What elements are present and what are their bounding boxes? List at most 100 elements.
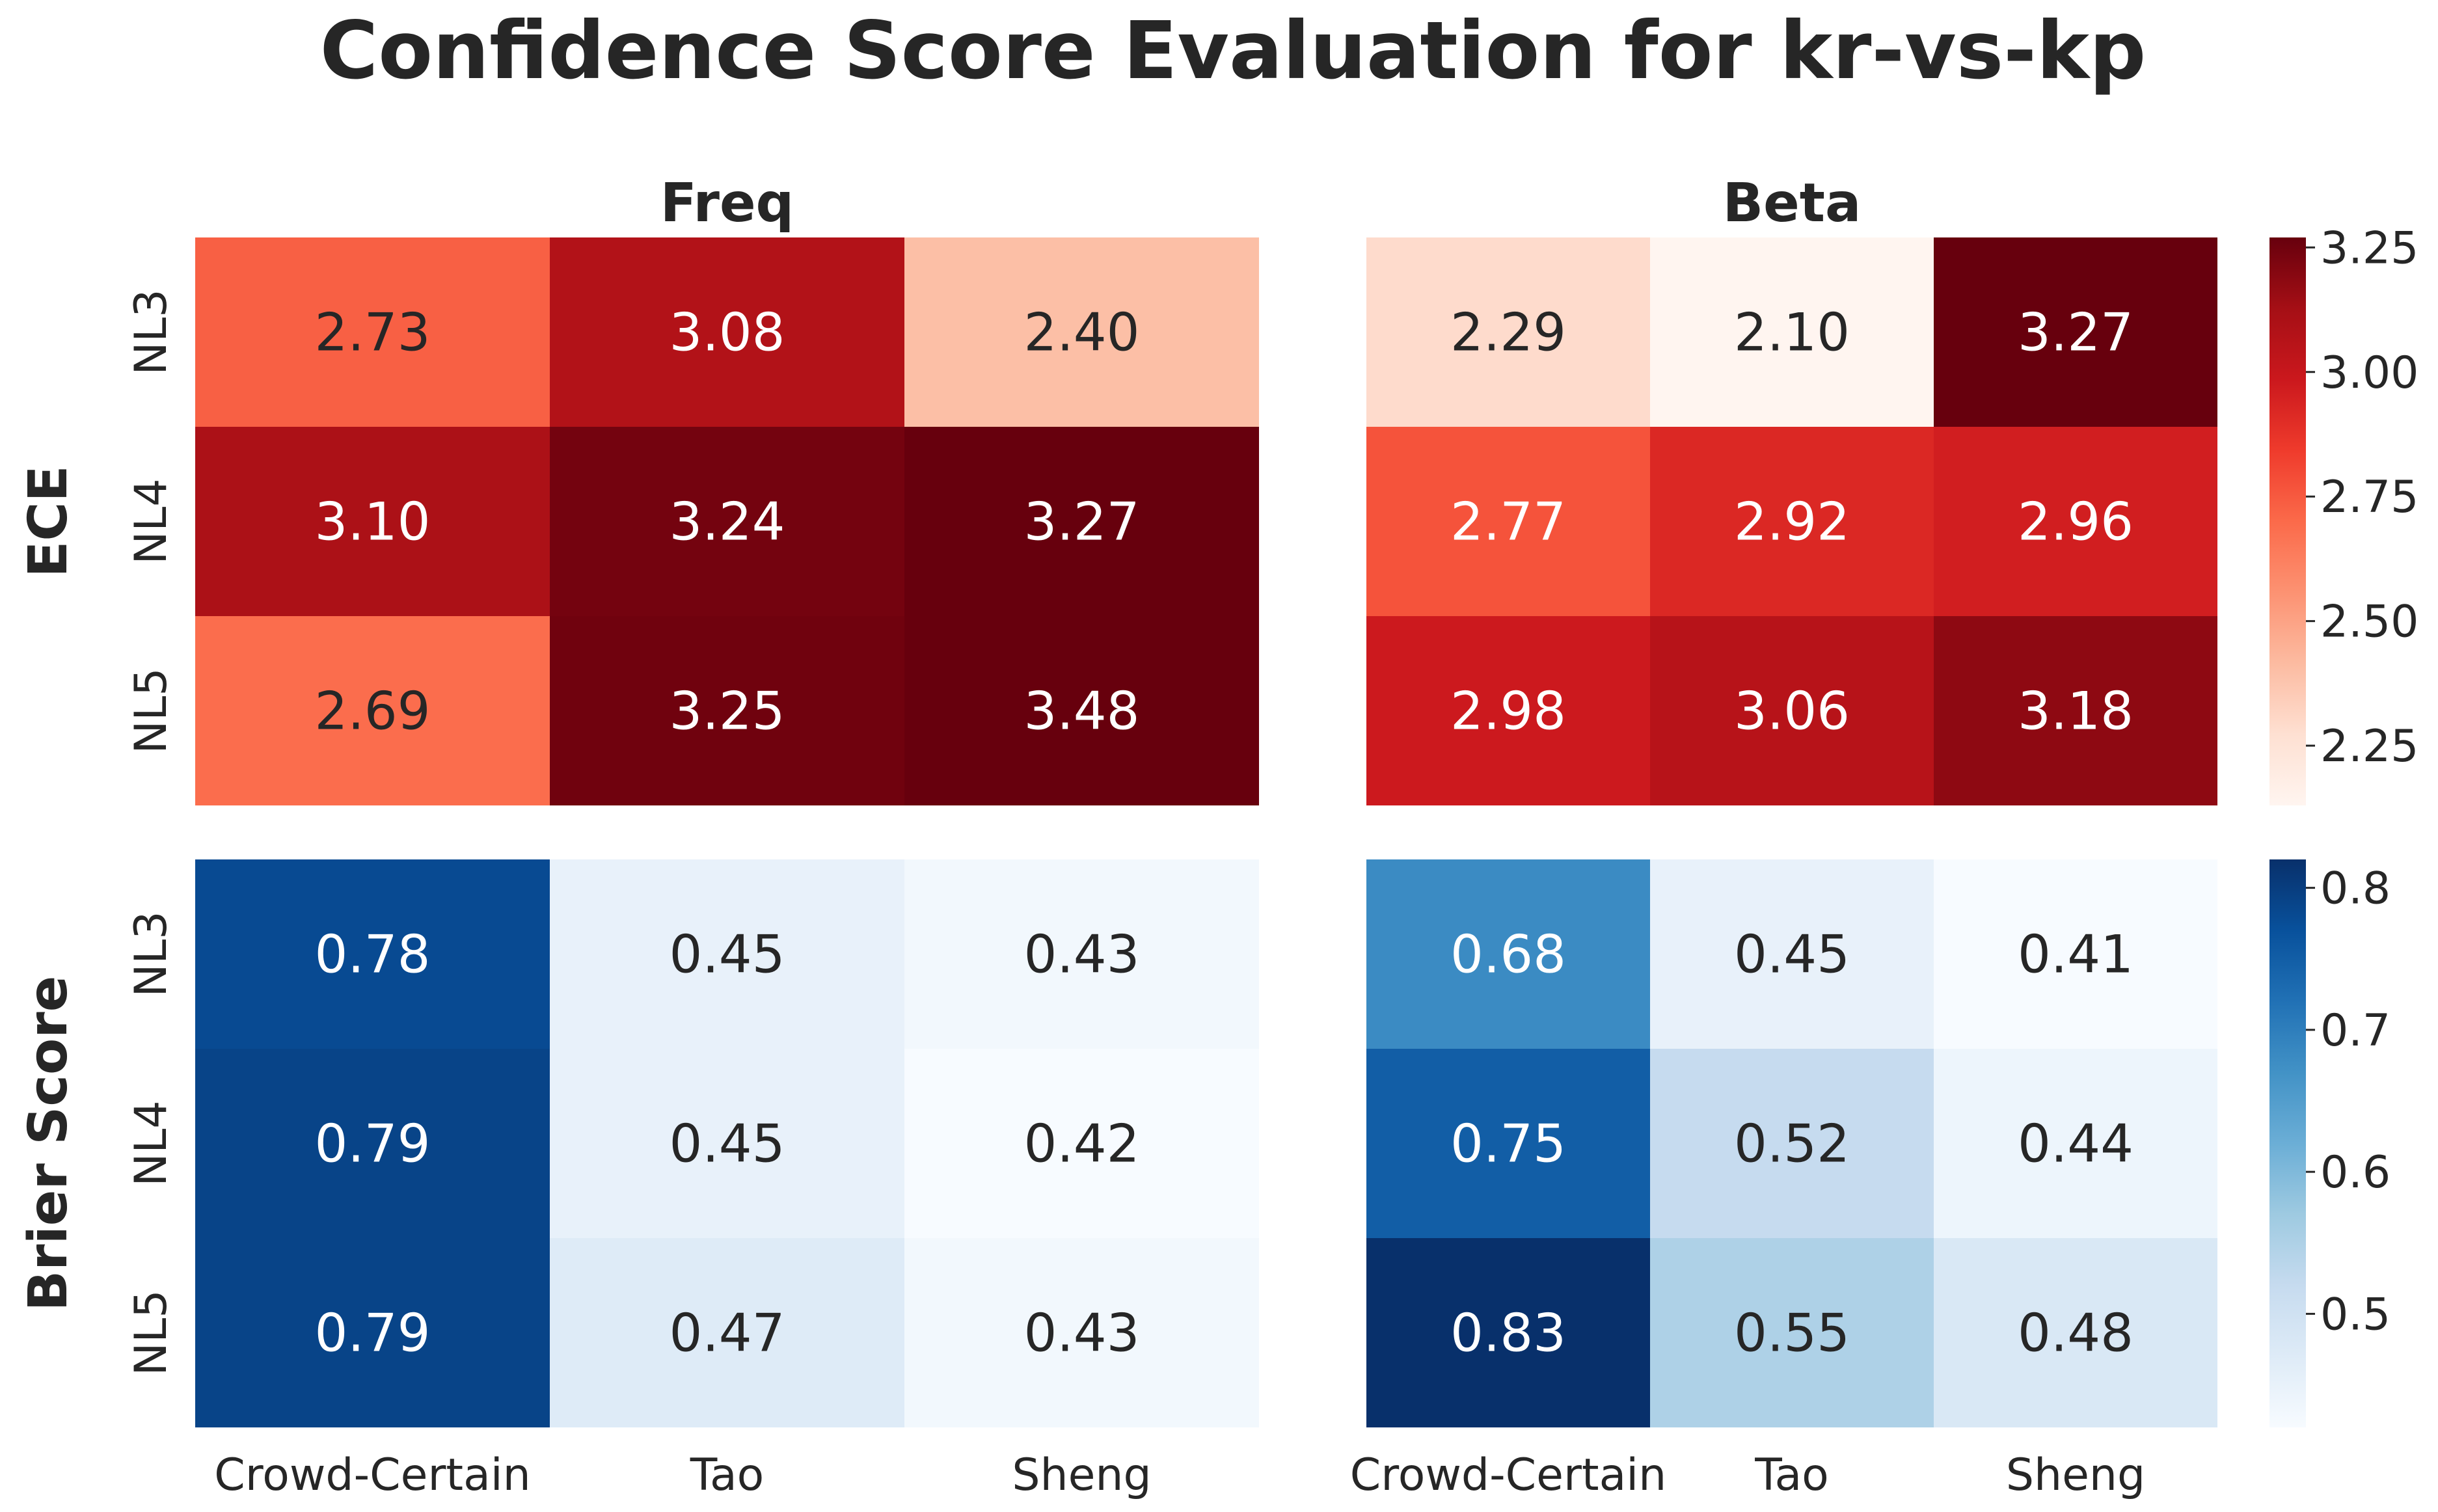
cell-label-ece-beta-nl4-tao: 2.92: [1734, 492, 1850, 552]
cell-ece-beta-nl5-sheng: [1934, 616, 2217, 805]
cell-label-brier-score-beta-nl4-crowd-certain: 0.75: [1450, 1114, 1566, 1174]
panel-ece-beta: 2.29 2.10 3.27 2.77 2.92 2.96 2.98 3.06 3.18: [1366, 237, 2217, 805]
cell-label-ece-freq-nl4-crowd-certain: 3.10: [314, 492, 430, 552]
cell-label-brier-score-freq-nl4-sheng: 0.42: [1023, 1114, 1139, 1174]
y-tick-brier-score-nl5: NL5: [126, 1289, 177, 1375]
cell-brier-score-beta-nl3-tao: [1650, 859, 1934, 1049]
cell-label-ece-beta-nl3-sheng: 3.27: [2018, 303, 2133, 363]
y-tick-ece-nl5: NL5: [126, 668, 177, 753]
cell-brier-score-freq-nl5-tao: [550, 1238, 904, 1427]
cell-label-brier-score-beta-nl5-tao: 0.55: [1734, 1303, 1850, 1364]
cell-ece-beta-nl5-crowd-certain: [1366, 616, 1650, 805]
cell-ece-beta-nl4-sheng: [1934, 427, 2217, 616]
cell-label-ece-freq-nl5-crowd-certain: 2.69: [314, 681, 430, 742]
heatmap-panels: 2.73 3.08 2.40 3.10 3.24 3.27 2.69 3.25 3.48 2.29…: [195, 237, 2217, 1427]
cell-label-brier-score-beta-nl3-tao: 0.45: [1734, 925, 1850, 985]
cell-label-ece-beta-nl5-tao: 3.06: [1734, 681, 1850, 742]
axis-labels: Freq Crowd-Certain Tao Sheng Beta Crowd-Certa…: [18, 172, 2145, 1501]
cell-brier-score-freq-nl4-tao: [550, 1049, 904, 1238]
y-tick-brier-score-nl3: NL3: [126, 911, 177, 997]
cell-brier-score-freq-nl4-crowd-certain: [195, 1049, 550, 1238]
colorbar-tick-ece-2-75: 2.75: [2320, 472, 2418, 523]
cell-label-ece-freq-nl4-sheng: 3.27: [1023, 492, 1139, 552]
x-tick-beta-sheng: Sheng: [2006, 1450, 2145, 1501]
cell-label-ece-beta-nl3-crowd-certain: 2.29: [1450, 303, 1566, 363]
cell-ece-beta-nl5-tao: [1650, 616, 1934, 805]
cell-ece-freq-nl4-crowd-certain: [195, 427, 550, 616]
cell-label-ece-freq-nl3-tao: 3.08: [669, 303, 785, 363]
colorbar-tick-brier-score-0-6: 0.6: [2320, 1147, 2391, 1198]
panel-title-freq: Freq: [660, 172, 794, 234]
y-tick-ece-nl4: NL4: [126, 478, 177, 564]
cell-ece-freq-nl4-tao: [550, 427, 904, 616]
row-title-ece: ECE: [18, 465, 79, 577]
cell-ece-beta-nl3-sheng: [1934, 237, 2217, 427]
chart-title: Confidence Score Evaluation for kr-vs-kp: [320, 5, 2147, 97]
colorbar-ece: [2269, 237, 2306, 805]
cell-label-brier-score-freq-nl5-sheng: 0.43: [1023, 1303, 1139, 1364]
cell-brier-score-freq-nl3-tao: [550, 859, 904, 1049]
cell-brier-score-freq-nl3-crowd-certain: [195, 859, 550, 1049]
cell-label-brier-score-freq-nl5-tao: 0.47: [669, 1303, 785, 1364]
colorbar-brier-score: [2269, 859, 2306, 1427]
cell-brier-score-beta-nl4-sheng: [1934, 1049, 2217, 1238]
colorbar-tick-ece-2-50: 2.50: [2320, 597, 2418, 648]
cell-label-brier-score-beta-nl4-tao: 0.52: [1734, 1114, 1850, 1174]
cell-ece-freq-nl4-sheng: [904, 427, 1259, 616]
cell-ece-freq-nl3-crowd-certain: [195, 237, 550, 427]
x-tick-beta-crowd-certain: Crowd-Certain: [1350, 1450, 1666, 1501]
panel-brier-score-freq: 0.78 0.45 0.43 0.79 0.45 0.42 0.79 0.47 0.43: [195, 859, 1259, 1427]
colorbar-tick-brier-score-0-8: 0.8: [2320, 863, 2391, 915]
colorbar-tick-ece-2-25: 2.25: [2320, 721, 2418, 772]
cell-label-brier-score-freq-nl5-crowd-certain: 0.79: [314, 1303, 430, 1364]
cell-label-brier-score-freq-nl4-tao: 0.45: [669, 1114, 785, 1174]
cell-ece-freq-nl5-crowd-certain: [195, 616, 550, 805]
cell-brier-score-beta-nl4-tao: [1650, 1049, 1934, 1238]
cell-ece-freq-nl3-tao: [550, 237, 904, 427]
cell-ece-freq-nl5-tao: [550, 616, 904, 805]
cell-label-brier-score-freq-nl3-sheng: 0.43: [1023, 925, 1139, 985]
colorbar-tick-ece-3-00: 3.00: [2320, 347, 2418, 399]
cell-brier-score-beta-nl5-tao: [1650, 1238, 1934, 1427]
cell-brier-score-beta-nl5-crowd-certain: [1366, 1238, 1650, 1427]
cell-ece-beta-nl3-tao: [1650, 237, 1934, 427]
cell-label-brier-score-beta-nl5-sheng: 0.48: [2018, 1303, 2133, 1364]
row-title-brier-score: Brier Score: [18, 976, 79, 1312]
cell-label-brier-score-freq-nl3-tao: 0.45: [669, 925, 785, 985]
y-tick-brier-score-nl4: NL4: [126, 1100, 177, 1186]
x-tick-freq-crowd-certain: Crowd-Certain: [214, 1450, 530, 1501]
cell-ece-freq-nl3-sheng: [904, 237, 1259, 427]
cell-ece-beta-nl4-tao: [1650, 427, 1934, 616]
cell-brier-score-beta-nl3-sheng: [1934, 859, 2217, 1049]
cell-label-brier-score-beta-nl3-sheng: 0.41: [2018, 925, 2133, 985]
cell-ece-freq-nl5-sheng: [904, 616, 1259, 805]
cell-brier-score-freq-nl4-sheng: [904, 1049, 1259, 1238]
cell-brier-score-beta-nl3-crowd-certain: [1366, 859, 1650, 1049]
cell-ece-beta-nl4-crowd-certain: [1366, 427, 1650, 616]
panel-brier-score-beta: 0.68 0.45 0.41 0.75 0.52 0.44 0.83 0.55 0.48: [1366, 859, 2217, 1427]
x-tick-freq-sheng: Sheng: [1012, 1450, 1151, 1501]
cell-label-ece-freq-nl5-tao: 3.25: [669, 681, 785, 742]
colorbar-tick-brier-score-0-7: 0.7: [2320, 1005, 2391, 1057]
cell-label-ece-beta-nl3-tao: 2.10: [1734, 303, 1850, 363]
cell-ece-beta-nl3-crowd-certain: [1366, 237, 1650, 427]
panel-title-beta: Beta: [1723, 172, 1862, 234]
colorbars: 2.25 2.50 2.75 3.00 3.25 0.5 0.6 0.7 0.8: [2269, 223, 2418, 1427]
y-tick-ece-nl3: NL3: [126, 289, 177, 375]
cell-label-ece-beta-nl5-crowd-certain: 2.98: [1450, 681, 1566, 742]
cell-brier-score-beta-nl4-crowd-certain: [1366, 1049, 1650, 1238]
cell-label-ece-beta-nl4-crowd-certain: 2.77: [1450, 492, 1566, 552]
cell-brier-score-freq-nl3-sheng: [904, 859, 1259, 1049]
colorbar-tick-brier-score-0-5: 0.5: [2320, 1289, 2391, 1340]
cell-brier-score-freq-nl5-crowd-certain: [195, 1238, 550, 1427]
cell-label-ece-freq-nl3-sheng: 2.40: [1023, 303, 1139, 363]
cell-label-brier-score-freq-nl3-crowd-certain: 0.78: [314, 925, 430, 985]
cell-brier-score-freq-nl5-sheng: [904, 1238, 1259, 1427]
cell-label-brier-score-beta-nl3-crowd-certain: 0.68: [1450, 925, 1566, 985]
colorbar-tick-ece-3-25: 3.25: [2320, 223, 2418, 274]
cell-label-ece-beta-nl4-sheng: 2.96: [2018, 492, 2133, 552]
x-tick-freq-tao: Tao: [690, 1450, 765, 1501]
cell-label-brier-score-beta-nl5-crowd-certain: 0.83: [1450, 1303, 1566, 1364]
cell-label-ece-freq-nl4-tao: 3.24: [669, 492, 785, 552]
x-tick-beta-tao: Tao: [1754, 1450, 1829, 1501]
